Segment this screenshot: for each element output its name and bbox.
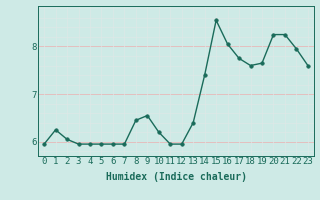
X-axis label: Humidex (Indice chaleur): Humidex (Indice chaleur) bbox=[106, 172, 246, 182]
